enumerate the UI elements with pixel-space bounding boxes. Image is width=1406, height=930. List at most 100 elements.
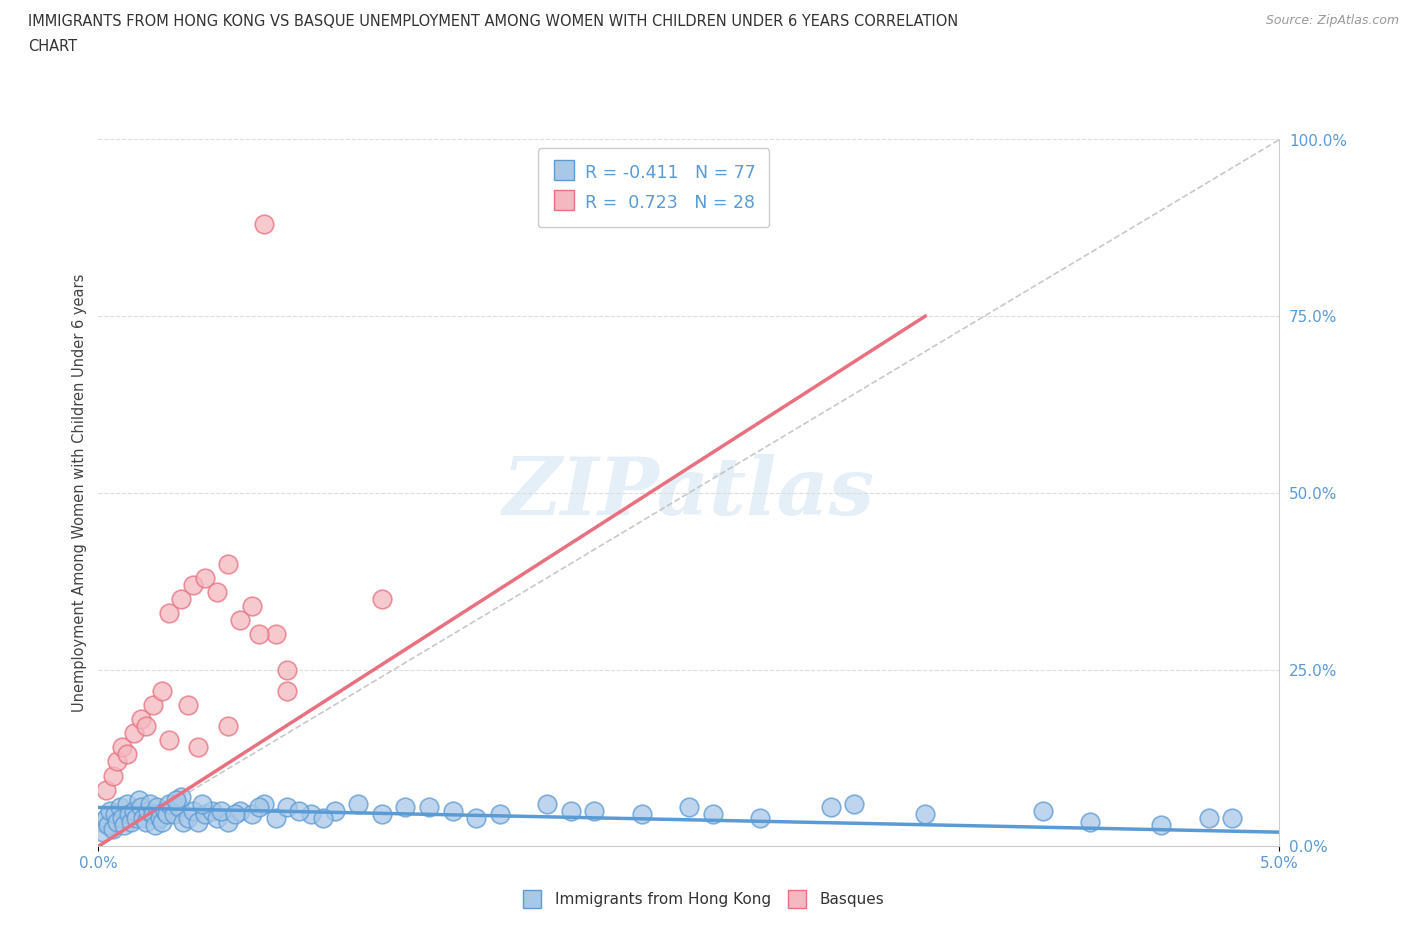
Point — [217, 719, 239, 734]
Point — [94, 782, 117, 797]
Point — [167, 800, 190, 815]
Point — [394, 800, 416, 815]
Point — [1150, 817, 1173, 832]
Point — [104, 807, 127, 822]
Point — [94, 811, 117, 826]
Point — [748, 811, 770, 826]
Point — [153, 804, 176, 818]
Point — [347, 796, 370, 811]
Point — [489, 807, 512, 822]
Point — [128, 793, 150, 808]
Point — [105, 814, 128, 829]
Point — [1220, 811, 1243, 826]
Point — [125, 811, 148, 826]
Point — [139, 796, 162, 811]
Point — [217, 814, 239, 829]
Point — [288, 804, 311, 818]
Point — [97, 817, 120, 832]
Point — [371, 807, 394, 822]
Point — [240, 807, 263, 822]
Point — [132, 811, 155, 826]
Point — [844, 796, 866, 811]
Point — [229, 613, 252, 628]
Legend: R = -0.411   N = 77, R =  0.723   N = 28: R = -0.411 N = 77, R = 0.723 N = 28 — [537, 148, 769, 227]
Legend: Immigrants from Hong Kong, Basques: Immigrants from Hong Kong, Basques — [515, 886, 891, 913]
Point — [702, 807, 724, 822]
Point — [630, 807, 652, 822]
Point — [135, 719, 157, 734]
Point — [157, 796, 180, 811]
Point — [115, 796, 138, 811]
Point — [1198, 811, 1220, 826]
Point — [142, 698, 165, 712]
Point — [135, 814, 157, 829]
Point — [142, 807, 165, 822]
Point — [187, 740, 209, 755]
Point — [181, 578, 204, 592]
Point — [441, 804, 464, 818]
Point — [276, 684, 298, 698]
Point — [149, 811, 172, 826]
Point — [129, 711, 152, 726]
Point — [276, 662, 298, 677]
Point — [205, 811, 228, 826]
Y-axis label: Unemployment Among Women with Children Under 6 years: Unemployment Among Women with Children U… — [72, 273, 87, 712]
Point — [312, 811, 335, 826]
Point — [111, 811, 134, 826]
Point — [105, 754, 128, 769]
Point — [172, 814, 194, 829]
Text: ZIPatlas: ZIPatlas — [503, 454, 875, 532]
Point — [118, 807, 141, 822]
Point — [229, 804, 252, 818]
Point — [156, 807, 179, 822]
Point — [170, 591, 193, 606]
Point — [194, 570, 217, 585]
Point — [323, 804, 346, 818]
Point — [91, 825, 114, 840]
Point — [157, 733, 180, 748]
Point — [101, 768, 124, 783]
Point — [115, 747, 138, 762]
Point — [121, 814, 143, 829]
Point — [181, 804, 204, 818]
Point — [276, 800, 298, 815]
Point — [146, 800, 169, 815]
Point — [560, 804, 582, 818]
Point — [253, 217, 276, 232]
Point — [90, 814, 112, 829]
Point — [194, 807, 217, 822]
Point — [177, 698, 200, 712]
Point — [205, 584, 228, 599]
Point — [122, 725, 145, 740]
Text: CHART: CHART — [28, 39, 77, 54]
Point — [108, 800, 131, 815]
Point — [170, 790, 193, 804]
Point — [247, 800, 270, 815]
Point — [536, 796, 558, 811]
Point — [299, 807, 322, 822]
Point — [465, 811, 488, 826]
Point — [111, 740, 134, 755]
Text: Source: ZipAtlas.com: Source: ZipAtlas.com — [1265, 14, 1399, 27]
Point — [129, 800, 152, 815]
Point — [157, 605, 180, 620]
Point — [820, 800, 842, 815]
Point — [143, 817, 166, 832]
Point — [247, 627, 270, 642]
Point — [264, 627, 287, 642]
Point — [191, 796, 214, 811]
Point — [418, 800, 440, 815]
Point — [112, 817, 135, 832]
Point — [98, 804, 121, 818]
Point — [1032, 804, 1054, 818]
Point — [187, 814, 209, 829]
Point — [150, 684, 173, 698]
Point — [240, 599, 263, 614]
Point — [163, 807, 186, 822]
Point — [136, 804, 159, 818]
Point — [122, 804, 145, 818]
Text: IMMIGRANTS FROM HONG KONG VS BASQUE UNEMPLOYMENT AMONG WOMEN WITH CHILDREN UNDER: IMMIGRANTS FROM HONG KONG VS BASQUE UNEM… — [28, 14, 959, 29]
Point — [165, 793, 187, 808]
Point — [253, 796, 276, 811]
Point — [914, 807, 936, 822]
